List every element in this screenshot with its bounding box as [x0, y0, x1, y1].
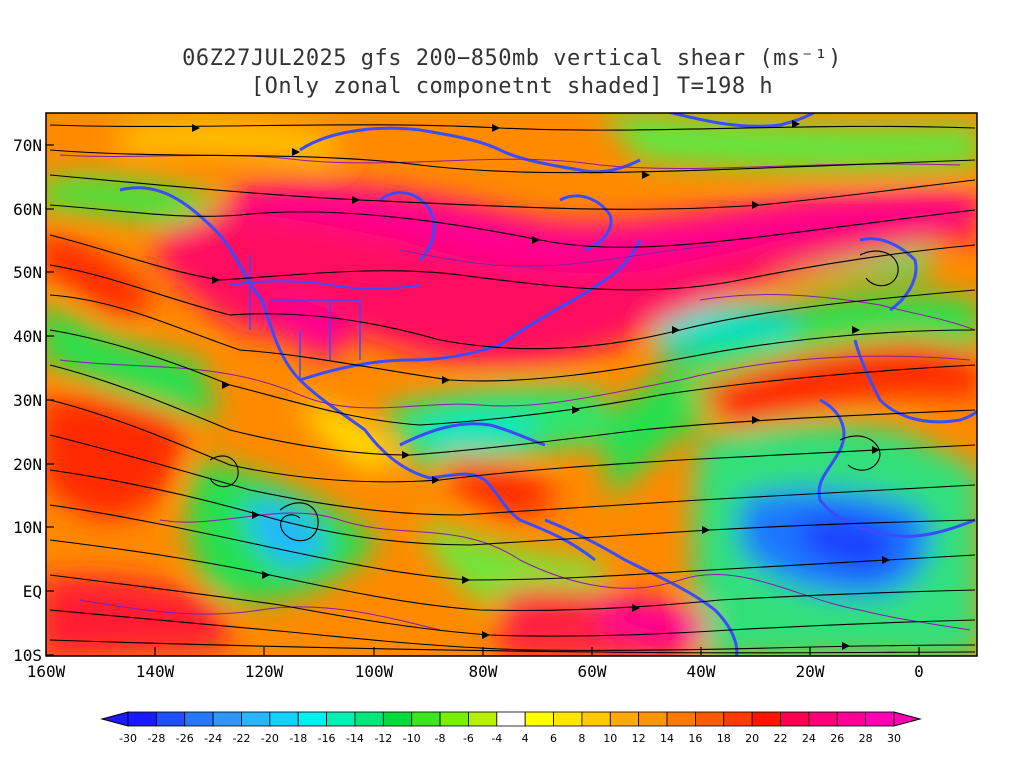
colorbar-cell — [836, 711, 867, 727]
coastline-gulf — [399, 422, 546, 447]
colorbar-tick-label: -20 — [260, 732, 279, 745]
colorbar-cell — [269, 711, 299, 727]
colorbar-tick-label: -30 — [119, 732, 137, 745]
colorbar-tick-label: -24 — [204, 732, 223, 745]
colorbar-tick-label: 30 — [887, 732, 901, 745]
colorbar-tick-label: -26 — [175, 732, 194, 745]
coastline-labrador — [559, 194, 613, 252]
lat-label-50n: 50N — [13, 263, 42, 282]
state-borders — [249, 255, 361, 380]
colorbar-tick-label: 26 — [830, 732, 845, 745]
colorbar-cell — [780, 711, 810, 727]
coastline-hudson — [379, 191, 436, 262]
plot-frame — [45, 112, 978, 657]
lon-label-20w: 20W — [795, 662, 825, 681]
colorbar-cell — [865, 711, 895, 727]
colorbar-tick-label: 24 — [801, 732, 816, 745]
colorbar-tick-label: 8 — [578, 732, 586, 745]
colorbar-cell — [382, 711, 413, 727]
colorbar-tick-label: -14 — [345, 732, 364, 745]
lat-label-60n: 60N — [13, 200, 42, 219]
colorbar-tick-label: 16 — [688, 732, 703, 745]
lat-label-10n: 10N — [13, 518, 42, 537]
colorbar-tick-label: 28 — [858, 732, 873, 745]
colorbar-tick-label: -28 — [147, 732, 166, 745]
colorbar-tick-label: 22 — [773, 732, 788, 745]
colorbar-cell — [439, 711, 469, 727]
colorbar-cell — [609, 711, 640, 727]
colorbar-cell — [496, 711, 526, 727]
colorbar-tick-label: -10 — [402, 732, 421, 745]
lat-label-70n: 70N — [13, 136, 42, 155]
colorbar-tick-label: 20 — [745, 732, 760, 745]
lon-label-140w: 140W — [135, 662, 175, 681]
chart-title-line1: 06Z27JUL2025 gfs 200−850mb vertical shea… — [182, 46, 842, 71]
lon-label-40w: 40W — [686, 662, 716, 681]
coastline-britain — [859, 237, 918, 312]
coastline-us-east — [299, 239, 642, 382]
colorbar — [100, 711, 922, 727]
coastline-greenland — [665, 113, 816, 128]
colorbar-cell — [581, 711, 611, 727]
colorbar-cell — [354, 711, 384, 727]
streamline-arrows — [192, 120, 890, 650]
colorbar-cell — [212, 711, 242, 727]
coastline-west-africa — [817, 398, 976, 538]
lat-label-10s: 10S — [13, 646, 42, 665]
lon-label-80w: 80W — [468, 662, 498, 681]
axis-ticks — [45, 144, 920, 656]
colorbar-tick-label: -4 — [491, 732, 503, 745]
shading-field — [46, 113, 977, 656]
colorbar-tick-label: -16 — [317, 732, 336, 745]
colorbar-tick-label: 18 — [716, 732, 731, 745]
colorbar-arrow-right — [893, 711, 922, 727]
colorbar-cell — [411, 711, 441, 727]
border-us-canada — [229, 280, 421, 290]
colorbar-tick-label: 6 — [550, 732, 558, 745]
colorbar-cell — [638, 711, 668, 727]
lon-label-0: 0 — [914, 662, 924, 681]
lon-label-160w: 160W — [26, 662, 66, 681]
lon-label-120w: 120W — [244, 662, 284, 681]
colorbar-cell — [751, 711, 781, 727]
colorbar-cell — [553, 711, 583, 727]
colorbar-cell — [184, 711, 214, 727]
lat-label-40n: 40N — [13, 327, 42, 346]
coastline-arctic — [299, 126, 641, 174]
colorbar-tick-label: 10 — [603, 732, 618, 745]
colorbar-cell — [297, 711, 327, 727]
colorbar-cell — [468, 711, 498, 727]
chart-title-line2: [Only zonal componetnt shaded] T=198 h — [250, 74, 774, 99]
colorbar-cell — [808, 711, 838, 727]
colorbar-tick-label: -12 — [374, 732, 393, 745]
coastline-iberia — [853, 339, 977, 424]
colorbar-tick-label: -18 — [289, 732, 308, 745]
colorbar-cell — [326, 711, 356, 727]
colorbar-cell — [695, 711, 725, 727]
colorbar-tick-label: 14 — [660, 732, 675, 745]
coastline-pacific-america — [119, 186, 596, 562]
lat-label-20n: 20N — [13, 455, 42, 474]
colorbar-tick-label: -8 — [434, 732, 446, 745]
lon-label-60w: 60W — [577, 662, 607, 681]
colorbar-tick-label: -6 — [462, 732, 474, 745]
colorbar-tick-label: 12 — [631, 732, 646, 745]
colorbar-cell — [666, 711, 696, 727]
colorbar-tick-label: 4 — [521, 732, 529, 745]
colorbar-cell — [723, 711, 753, 727]
lon-label-100w: 100W — [354, 662, 394, 681]
colorbar-cell — [127, 711, 157, 727]
colorbar-arrow-left — [100, 711, 129, 727]
coastlines — [119, 113, 977, 656]
colorbar-cell — [155, 711, 186, 727]
colorbar-tick-label: -22 — [232, 732, 251, 745]
lat-label-30n: 30N — [13, 391, 42, 410]
lat-label-eq: EQ — [22, 582, 42, 601]
colorbar-cell — [524, 711, 554, 727]
colorbar-cell — [241, 711, 271, 727]
